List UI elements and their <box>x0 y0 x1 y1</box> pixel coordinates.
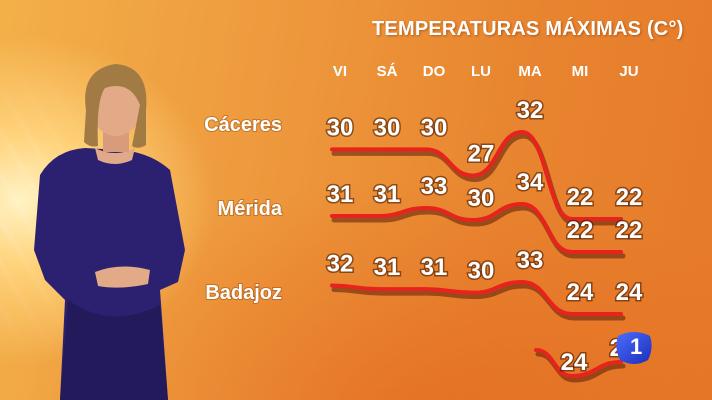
series-line-shadow <box>331 205 626 259</box>
day-label: DO <box>423 63 446 80</box>
data-label: 31 <box>374 254 401 281</box>
city-label: Badajoz <box>205 282 282 304</box>
series-line <box>330 129 623 221</box>
data-label: 24 <box>567 279 594 306</box>
data-label: 22 <box>616 184 643 211</box>
channel-logo <box>616 332 652 364</box>
data-label: 22 <box>567 217 594 244</box>
data-label: 27 <box>468 141 495 168</box>
data-label: 32 <box>517 97 544 124</box>
chart-title: TEMPERATURAS MÁXIMAS (C°) <box>372 18 684 40</box>
series-line <box>534 348 623 379</box>
city-label: Cáceres <box>204 114 282 136</box>
series-line <box>330 201 623 254</box>
data-label: 30 <box>468 185 495 212</box>
series-line-shadow <box>331 133 626 226</box>
data-label: 30 <box>327 114 354 141</box>
data-label: 22 <box>567 184 594 211</box>
day-label: VI <box>333 63 347 80</box>
day-label: SÁ <box>377 63 398 80</box>
channel-logo-number: 1 <box>630 334 643 359</box>
data-label: 32 <box>327 251 354 278</box>
day-label: MA <box>518 63 541 80</box>
data-label: 30 <box>374 114 401 141</box>
data-label: 33 <box>421 173 448 200</box>
data-label: 31 <box>421 254 448 281</box>
day-label: LU <box>471 63 491 80</box>
data-label: 30 <box>468 258 495 285</box>
data-label: 22 <box>616 217 643 244</box>
data-label: 24 <box>561 349 588 376</box>
data-label: 24 <box>616 279 643 306</box>
day-label: MI <box>572 63 589 80</box>
series-line-shadow <box>331 283 626 321</box>
series-line <box>330 279 623 316</box>
data-label: 31 <box>374 181 401 208</box>
data-label: 30 <box>421 114 448 141</box>
data-label: 33 <box>517 247 544 274</box>
data-label: 31 <box>327 181 354 208</box>
day-label: JU <box>619 63 638 80</box>
city-label: Mérida <box>218 198 283 220</box>
data-label: 34 <box>517 169 544 196</box>
